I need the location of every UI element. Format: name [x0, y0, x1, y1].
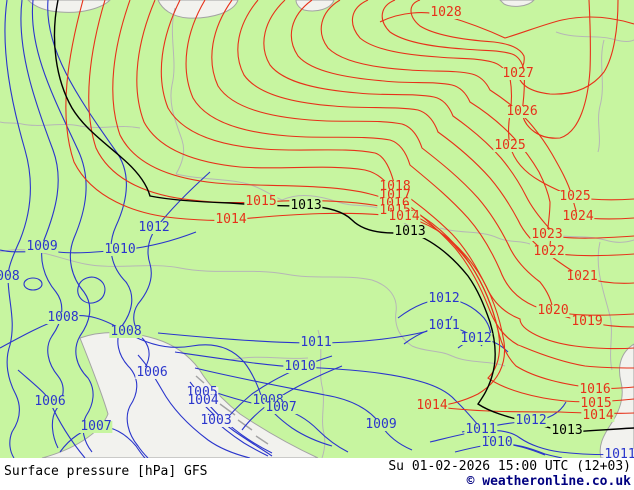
country-borders [0, 7, 634, 458]
isobar-label: 1026 [505, 104, 539, 119]
parameter-label: Surface pressure [hPa] GFS [4, 464, 208, 479]
isobar-label: 1011 [464, 422, 498, 437]
isobar-label: 1012 [459, 331, 493, 346]
surface-pressure-map: 1028 1027 1026 1025 1025 1024 1023 1022 1021 1020… [0, 0, 634, 461]
isobar-label: 1004 [186, 393, 220, 408]
isobar-label: 1007 [79, 419, 113, 434]
isobar-label: 1022 [532, 244, 566, 259]
isobar-label: 1025 [558, 189, 592, 204]
isobar-label: 1025 [493, 138, 527, 153]
isobar-label: 1015 [244, 194, 278, 209]
isobar-label: 1014 [415, 398, 449, 413]
status-right: Su 01-02-2026 15:00 UTC (12+03) © weathe… [388, 459, 631, 489]
isobar-label: 1024 [561, 209, 595, 224]
status-bar: Surface pressure [hPa] GFS Su 01-02-2026… [0, 458, 634, 490]
isobar-label: 1016 [578, 382, 612, 397]
isobar-label: 1010 [103, 242, 137, 257]
isobar-label: 1013 [289, 198, 323, 213]
isobar-label: 1019 [570, 314, 604, 329]
isobar-label: 1008 [109, 324, 143, 339]
isobar-label: 1003 [199, 413, 233, 428]
isobar-label: 1012 [137, 220, 171, 235]
isobar-label: 1009 [364, 417, 398, 432]
isobar-label: 1010 [480, 435, 514, 450]
isobar-label: 1012 [427, 291, 461, 306]
isobar-label: 1013 [550, 423, 584, 438]
isobar-label: 1012 [514, 413, 548, 428]
isobar-label: 1015 [579, 396, 613, 411]
isobar-label: 1013 [393, 224, 427, 239]
isobar-label: 1006 [135, 365, 169, 380]
isobar-label: 1014 [387, 209, 421, 224]
isobar-label: 1008 [46, 310, 80, 325]
datetime-label: Su 01-02-2026 15:00 UTC (12+03) [388, 459, 631, 474]
isobar-labels-layer: 1028 1027 1026 1025 1025 1024 1023 1022 1021 1020… [0, 5, 634, 461]
isobar-label: 1007 [264, 400, 298, 415]
isobar-label: 1008 [0, 270, 21, 283]
isobar-label: 1010 [283, 359, 317, 374]
isobar-label: 1021 [565, 269, 599, 284]
isobar-label: 1014 [214, 212, 248, 227]
isobar-label: 1028 [429, 5, 463, 20]
isobar-label: 1006 [33, 394, 67, 409]
isobar-label: 1020 [536, 303, 570, 318]
isobar-label: 1014 [581, 408, 615, 423]
isobar-label: 1027 [501, 66, 535, 81]
isobar-label: 1011 [299, 335, 333, 350]
isobar-label: 1011 [427, 318, 461, 333]
isobar-label: 1009 [25, 239, 59, 254]
isobar-label: 1023 [530, 227, 564, 242]
isobars-high-pressure [65, 0, 634, 414]
copyright-label: © weatheronline.co.uk [466, 474, 631, 489]
